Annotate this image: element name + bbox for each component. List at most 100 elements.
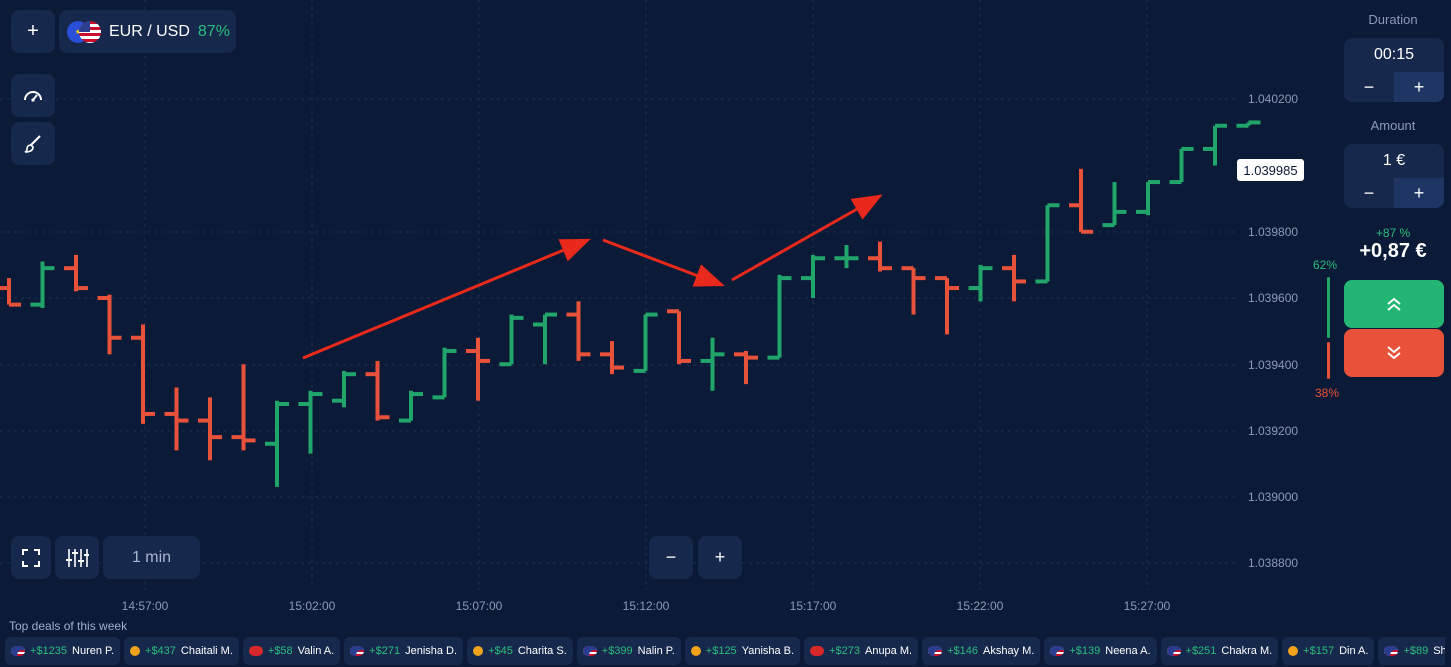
ohlc-bar bbox=[1136, 180, 1160, 216]
double-chevron-down-icon bbox=[1387, 346, 1401, 360]
x-tick-label: 15:17:00 bbox=[790, 599, 837, 613]
amount-plus-button[interactable]: + bbox=[1394, 178, 1444, 208]
zoom-out-button[interactable]: − bbox=[649, 536, 693, 579]
deal-item: +$125 Yanisha B. bbox=[684, 637, 801, 665]
deal-trader-name: Nalin P. bbox=[637, 645, 675, 657]
deal-item: +$251 Chakra M. bbox=[1160, 637, 1279, 665]
deal-item: +$271 Jenisha D. bbox=[344, 637, 464, 665]
deal-item: +$399 Nalin P. bbox=[576, 637, 681, 665]
duration-label: Duration bbox=[1368, 12, 1418, 27]
top-deals-list: +$1235 Nuren P. +$437 Chaitali M. +$58 Valin … bbox=[5, 637, 1445, 665]
deal-item: +$89 Shalini K. bbox=[1378, 637, 1445, 665]
profit-percent: +87 % bbox=[1375, 226, 1411, 240]
coin-icon bbox=[473, 646, 484, 656]
ohlc-bar bbox=[667, 309, 691, 365]
coin-icon bbox=[1288, 646, 1299, 656]
us-flag-icon bbox=[11, 646, 25, 656]
us-flag-icon bbox=[928, 646, 943, 656]
asset-name: EUR / USD bbox=[109, 22, 190, 40]
timeframe-selector[interactable]: 1 min bbox=[103, 536, 200, 579]
y-tick-label: 1.039000 bbox=[1248, 490, 1298, 504]
ohlc-bar bbox=[64, 254, 88, 292]
ohlc-bar bbox=[968, 264, 993, 302]
coin-icon bbox=[130, 646, 141, 656]
price-chart[interactable]: 14:57:00 15:02:00 15:07:00 15:12:00 15:17:00… bbox=[0, 0, 1330, 615]
ohlc-bar bbox=[432, 347, 457, 400]
ohlc-bar bbox=[0, 278, 21, 307]
amount-value[interactable]: 1 € bbox=[1382, 152, 1406, 169]
amount-stepper[interactable]: 1 € − + bbox=[1344, 144, 1444, 208]
ohlc-bar bbox=[1236, 120, 1261, 128]
ohlc-bar bbox=[767, 274, 792, 360]
us-flag-icon bbox=[582, 646, 597, 656]
zoom-in-button[interactable]: + bbox=[698, 536, 742, 579]
deal-amount: +$271 bbox=[369, 645, 401, 657]
ohlc-bar bbox=[566, 301, 591, 361]
deal-trader-name: Din A. bbox=[1339, 645, 1369, 657]
x-tick-label: 15:12:00 bbox=[623, 599, 670, 613]
ohlc-bar bbox=[1002, 254, 1026, 302]
y-tick-label: 1.038800 bbox=[1248, 556, 1298, 570]
duration-stepper[interactable]: 00:15 − + bbox=[1344, 38, 1444, 102]
ohlc-bar bbox=[365, 360, 390, 421]
x-tick-label: 15:07:00 bbox=[456, 599, 503, 613]
deal-amount: +$89 bbox=[1403, 645, 1429, 657]
expand-icon bbox=[22, 548, 40, 567]
ohlc-bar bbox=[198, 397, 222, 461]
drawing-tools-button[interactable] bbox=[11, 122, 55, 165]
y-tick-label: 1.039400 bbox=[1248, 358, 1298, 372]
add-asset-button[interactable]: + bbox=[11, 10, 55, 53]
deal-trader-name: Shalini K. bbox=[1433, 645, 1445, 657]
asset-payout: 87% bbox=[197, 22, 230, 40]
us-flag-icon bbox=[1166, 646, 1181, 656]
us-flag-icon bbox=[350, 646, 365, 656]
duration-plus-button[interactable]: + bbox=[1394, 72, 1444, 102]
asset-selector[interactable]: ★ EUR / USD 87% bbox=[59, 10, 236, 53]
put-down-button[interactable] bbox=[1344, 329, 1444, 377]
ohlc-bar bbox=[734, 351, 758, 385]
ohlc-bar bbox=[1203, 123, 1227, 166]
ch-flag-icon bbox=[810, 646, 825, 656]
call-up-button[interactable] bbox=[1344, 280, 1444, 328]
down-ratio-bar bbox=[1327, 342, 1330, 379]
coin-icon bbox=[690, 646, 701, 656]
trade-panel: Duration 00:15 − + Amount 1 € − + +87 % … bbox=[1313, 0, 1451, 615]
deal-item: +$157 Din A. bbox=[1282, 637, 1375, 665]
up-ratio-bar bbox=[1327, 277, 1330, 338]
duration-value[interactable]: 00:15 bbox=[1373, 46, 1415, 63]
ohlc-bar bbox=[164, 387, 189, 451]
deal-trader-name: Charita S. bbox=[517, 645, 567, 657]
chart-settings-button[interactable] bbox=[55, 536, 99, 579]
amount-minus-button[interactable]: − bbox=[1363, 182, 1375, 203]
x-tick-label: 15:22:00 bbox=[957, 599, 1004, 613]
deal-trader-name: Jenisha D. bbox=[405, 645, 458, 657]
deal-trader-name: Chaitali M. bbox=[180, 645, 233, 657]
ohlc-bar bbox=[600, 341, 624, 375]
deal-amount: +$125 bbox=[705, 645, 737, 657]
ohlc-bar bbox=[700, 337, 725, 391]
deal-amount: +$273 bbox=[829, 645, 860, 657]
indicators-button[interactable] bbox=[11, 74, 55, 117]
deal-amount: +$146 bbox=[947, 645, 978, 657]
us-flag-icon bbox=[1050, 646, 1065, 656]
ohlc-bar bbox=[1069, 168, 1093, 234]
down-percent: 38% bbox=[1315, 386, 1340, 400]
ohlc-bar bbox=[466, 337, 490, 401]
fullscreen-button[interactable] bbox=[11, 536, 51, 579]
annotation-arrow bbox=[302, 238, 591, 360]
duration-minus-button[interactable]: − bbox=[1363, 76, 1375, 97]
ohlc-bar bbox=[533, 312, 557, 365]
deal-trader-name: Valin A. bbox=[297, 645, 335, 657]
up-percent: 62% bbox=[1313, 258, 1338, 272]
double-chevron-up-icon bbox=[1387, 297, 1401, 311]
ohlc-bar bbox=[298, 390, 323, 454]
deal-amount: +$157 bbox=[1303, 645, 1335, 657]
brush-icon bbox=[24, 134, 41, 153]
deal-amount: +$399 bbox=[601, 645, 633, 657]
deal-amount: +$45 bbox=[488, 645, 513, 657]
ohlc-bar bbox=[935, 276, 959, 335]
deal-trader-name: Chakra M. bbox=[1221, 645, 1273, 657]
eur-usd-flag-icon: ★ bbox=[67, 20, 101, 43]
ch-flag-icon bbox=[248, 646, 263, 656]
ohlc-bar bbox=[801, 254, 825, 298]
